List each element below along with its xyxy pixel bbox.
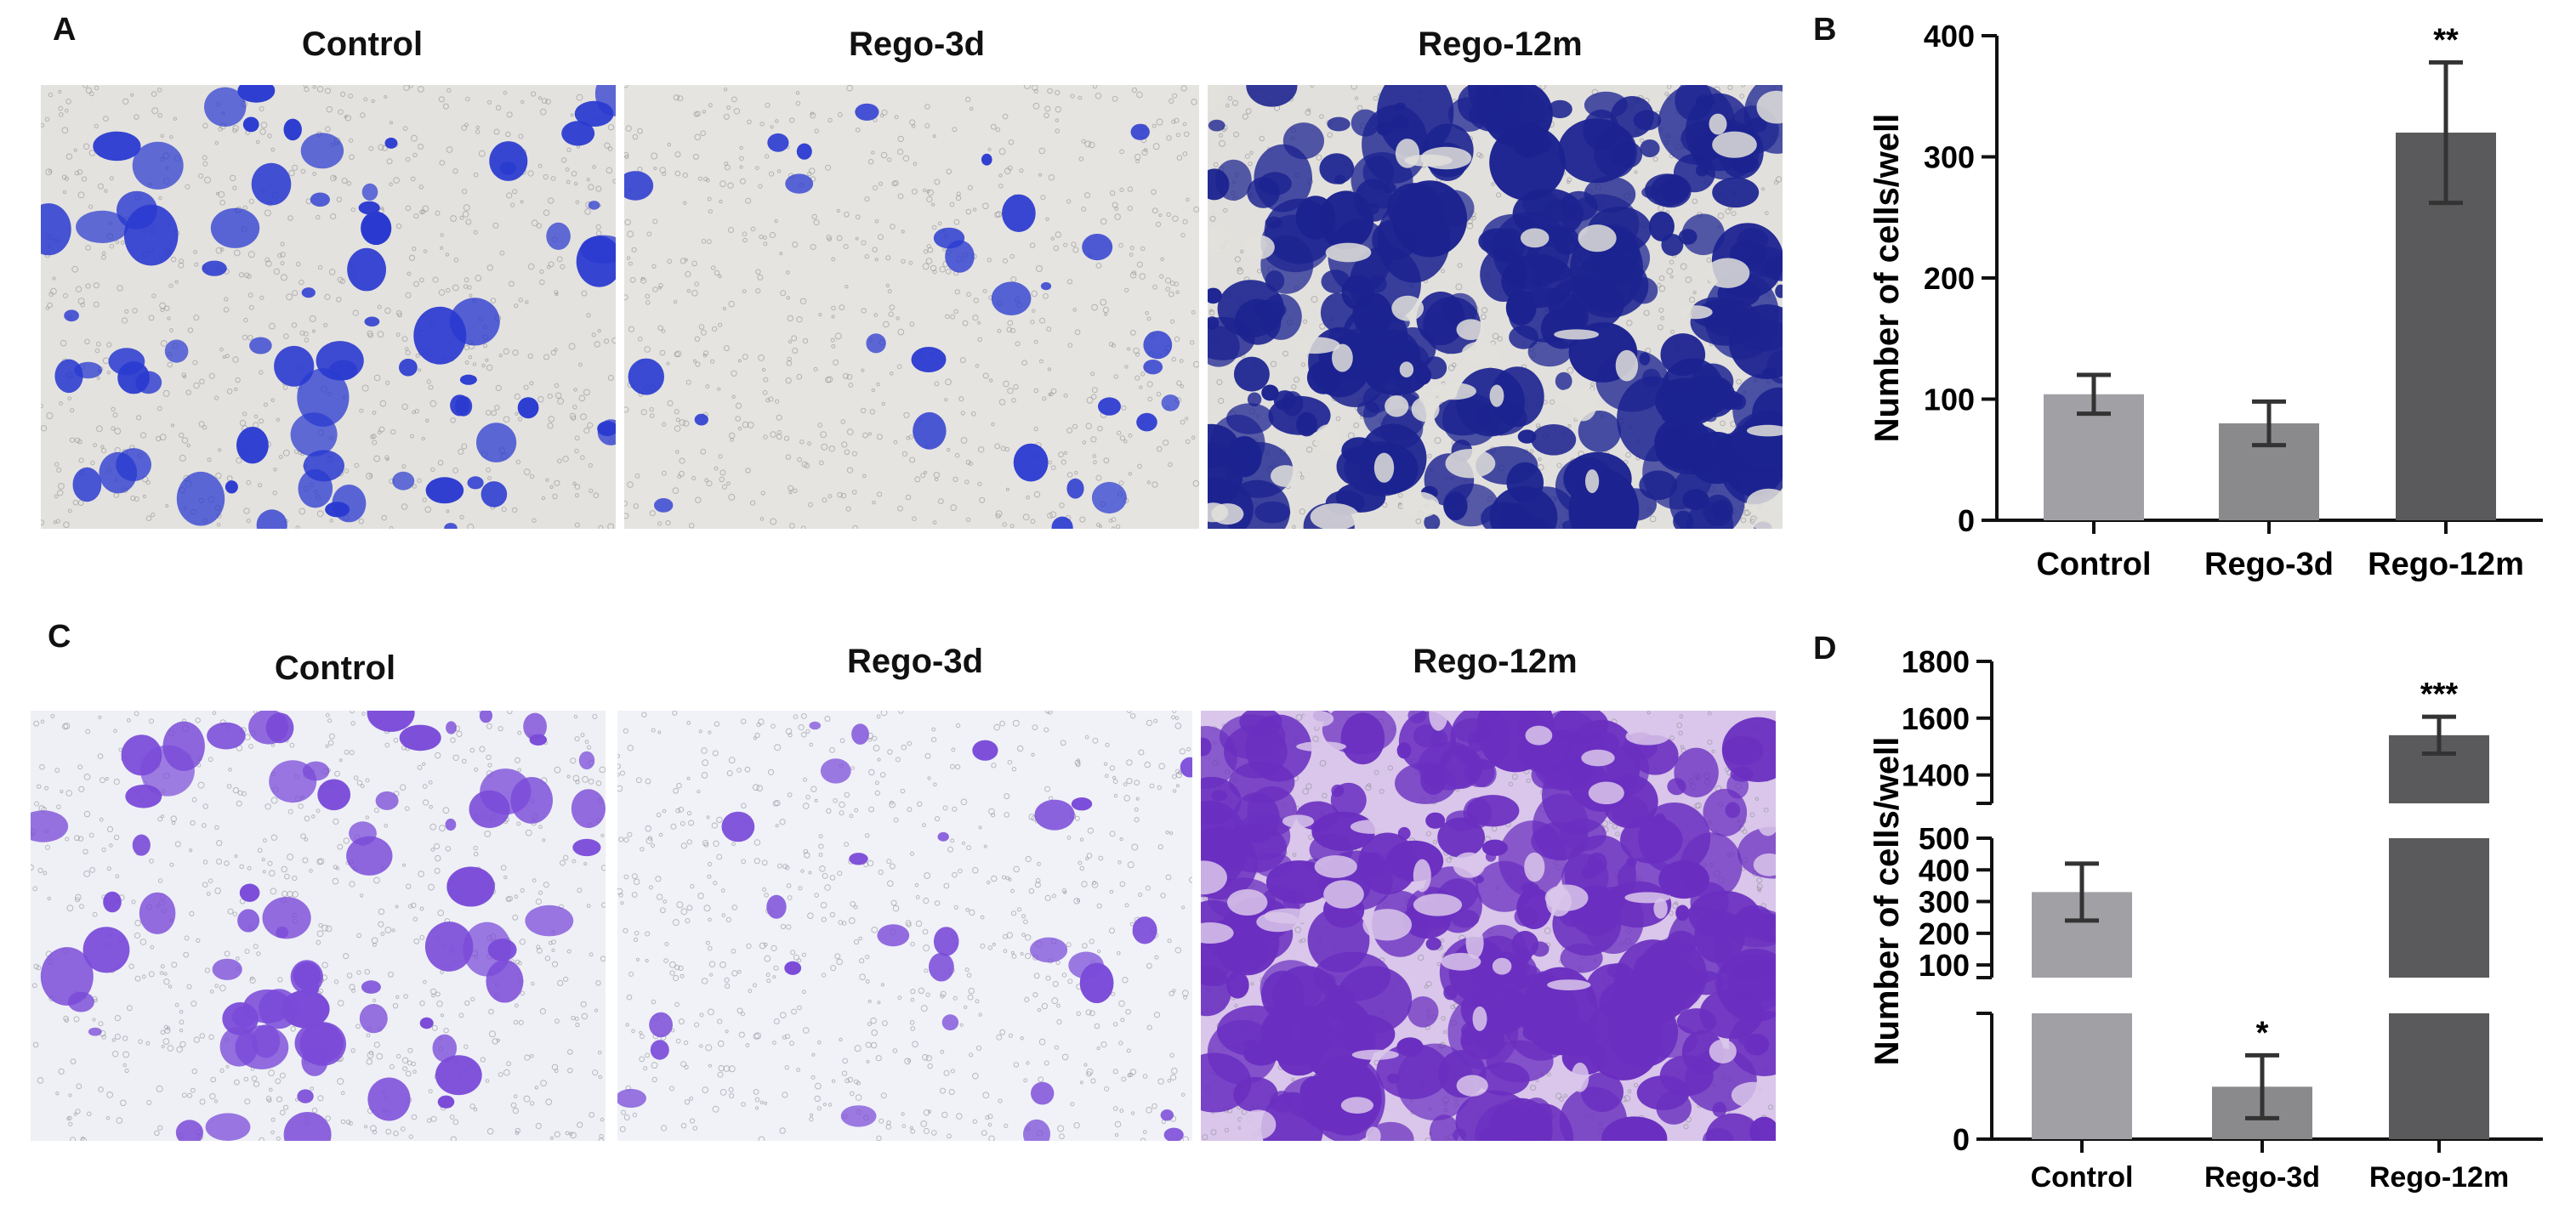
y-tick-label: 0 <box>1953 1122 1970 1157</box>
x-tick-label: Rego-3d <box>2204 547 2334 582</box>
micrograph-a-rego3d <box>624 85 1199 529</box>
y-tick-label: 200 <box>1924 261 1975 296</box>
y-tick-label: 400 <box>1924 19 1975 54</box>
micrograph-c-control <box>31 711 606 1141</box>
micro-title-c-rego3d: Rego-3d <box>847 643 983 680</box>
bar <box>2032 892 2132 978</box>
micro-title-c-rego12m: Rego-12m <box>1413 643 1578 680</box>
panel-label-d: D <box>1813 631 1837 666</box>
bar-segment <box>2032 1013 2132 1139</box>
micrograph-c-rego3d <box>617 711 1192 1141</box>
bar-segment <box>2389 838 2489 978</box>
y-tick-label: 1800 <box>1902 644 1970 679</box>
y-axis-label: Number of cells/well <box>1868 114 1906 443</box>
panel-label-b: B <box>1813 12 1837 48</box>
bar <box>2219 423 2319 520</box>
bar <box>2044 394 2144 520</box>
y-tick-label: 200 <box>1919 916 1970 951</box>
x-tick-label: Control <box>2031 1161 2134 1194</box>
bar <box>2212 1086 2312 1139</box>
y-tick-label: 400 <box>1919 853 1970 888</box>
significance-label: ** <box>2433 22 2459 58</box>
y-tick-label: 100 <box>1919 948 1970 983</box>
x-tick-label: Rego-3d <box>2204 1161 2320 1194</box>
micrograph-a-rego12m <box>1208 85 1783 529</box>
y-tick-label: 300 <box>1924 140 1975 175</box>
bar <box>2389 734 2489 803</box>
micro-title-a-control: Control <box>301 26 424 63</box>
micro-title-a-rego12m: Rego-12m <box>1418 26 1583 63</box>
micrograph-c-rego12m <box>1201 711 1776 1141</box>
y-tick-label: 100 <box>1924 383 1975 417</box>
micro-title-c-control: Control <box>274 649 396 687</box>
panel-label-c: C <box>48 619 71 655</box>
y-tick-label: 1600 <box>1902 701 1970 736</box>
y-tick-label: 500 <box>1919 821 1970 856</box>
panel-label-a: A <box>53 12 77 48</box>
bar-segment <box>2389 1013 2489 1139</box>
x-tick-label: Rego-12m <box>2368 547 2524 582</box>
bar <box>2396 133 2496 520</box>
y-tick-label: 300 <box>1919 885 1970 920</box>
significance-label: * <box>2256 1015 2269 1051</box>
y-axis-label: Number of cells/well <box>1868 737 1906 1066</box>
micro-title-a-rego3d: Rego-3d <box>849 26 985 63</box>
x-tick-label: Rego-12m <box>2369 1161 2509 1194</box>
micrograph-a-control <box>41 85 616 529</box>
significance-label: *** <box>2420 677 2459 712</box>
x-tick-label: Control <box>2036 547 2151 582</box>
y-tick-label: 0 <box>1958 503 1975 538</box>
y-tick-label: 1400 <box>1902 758 1970 793</box>
